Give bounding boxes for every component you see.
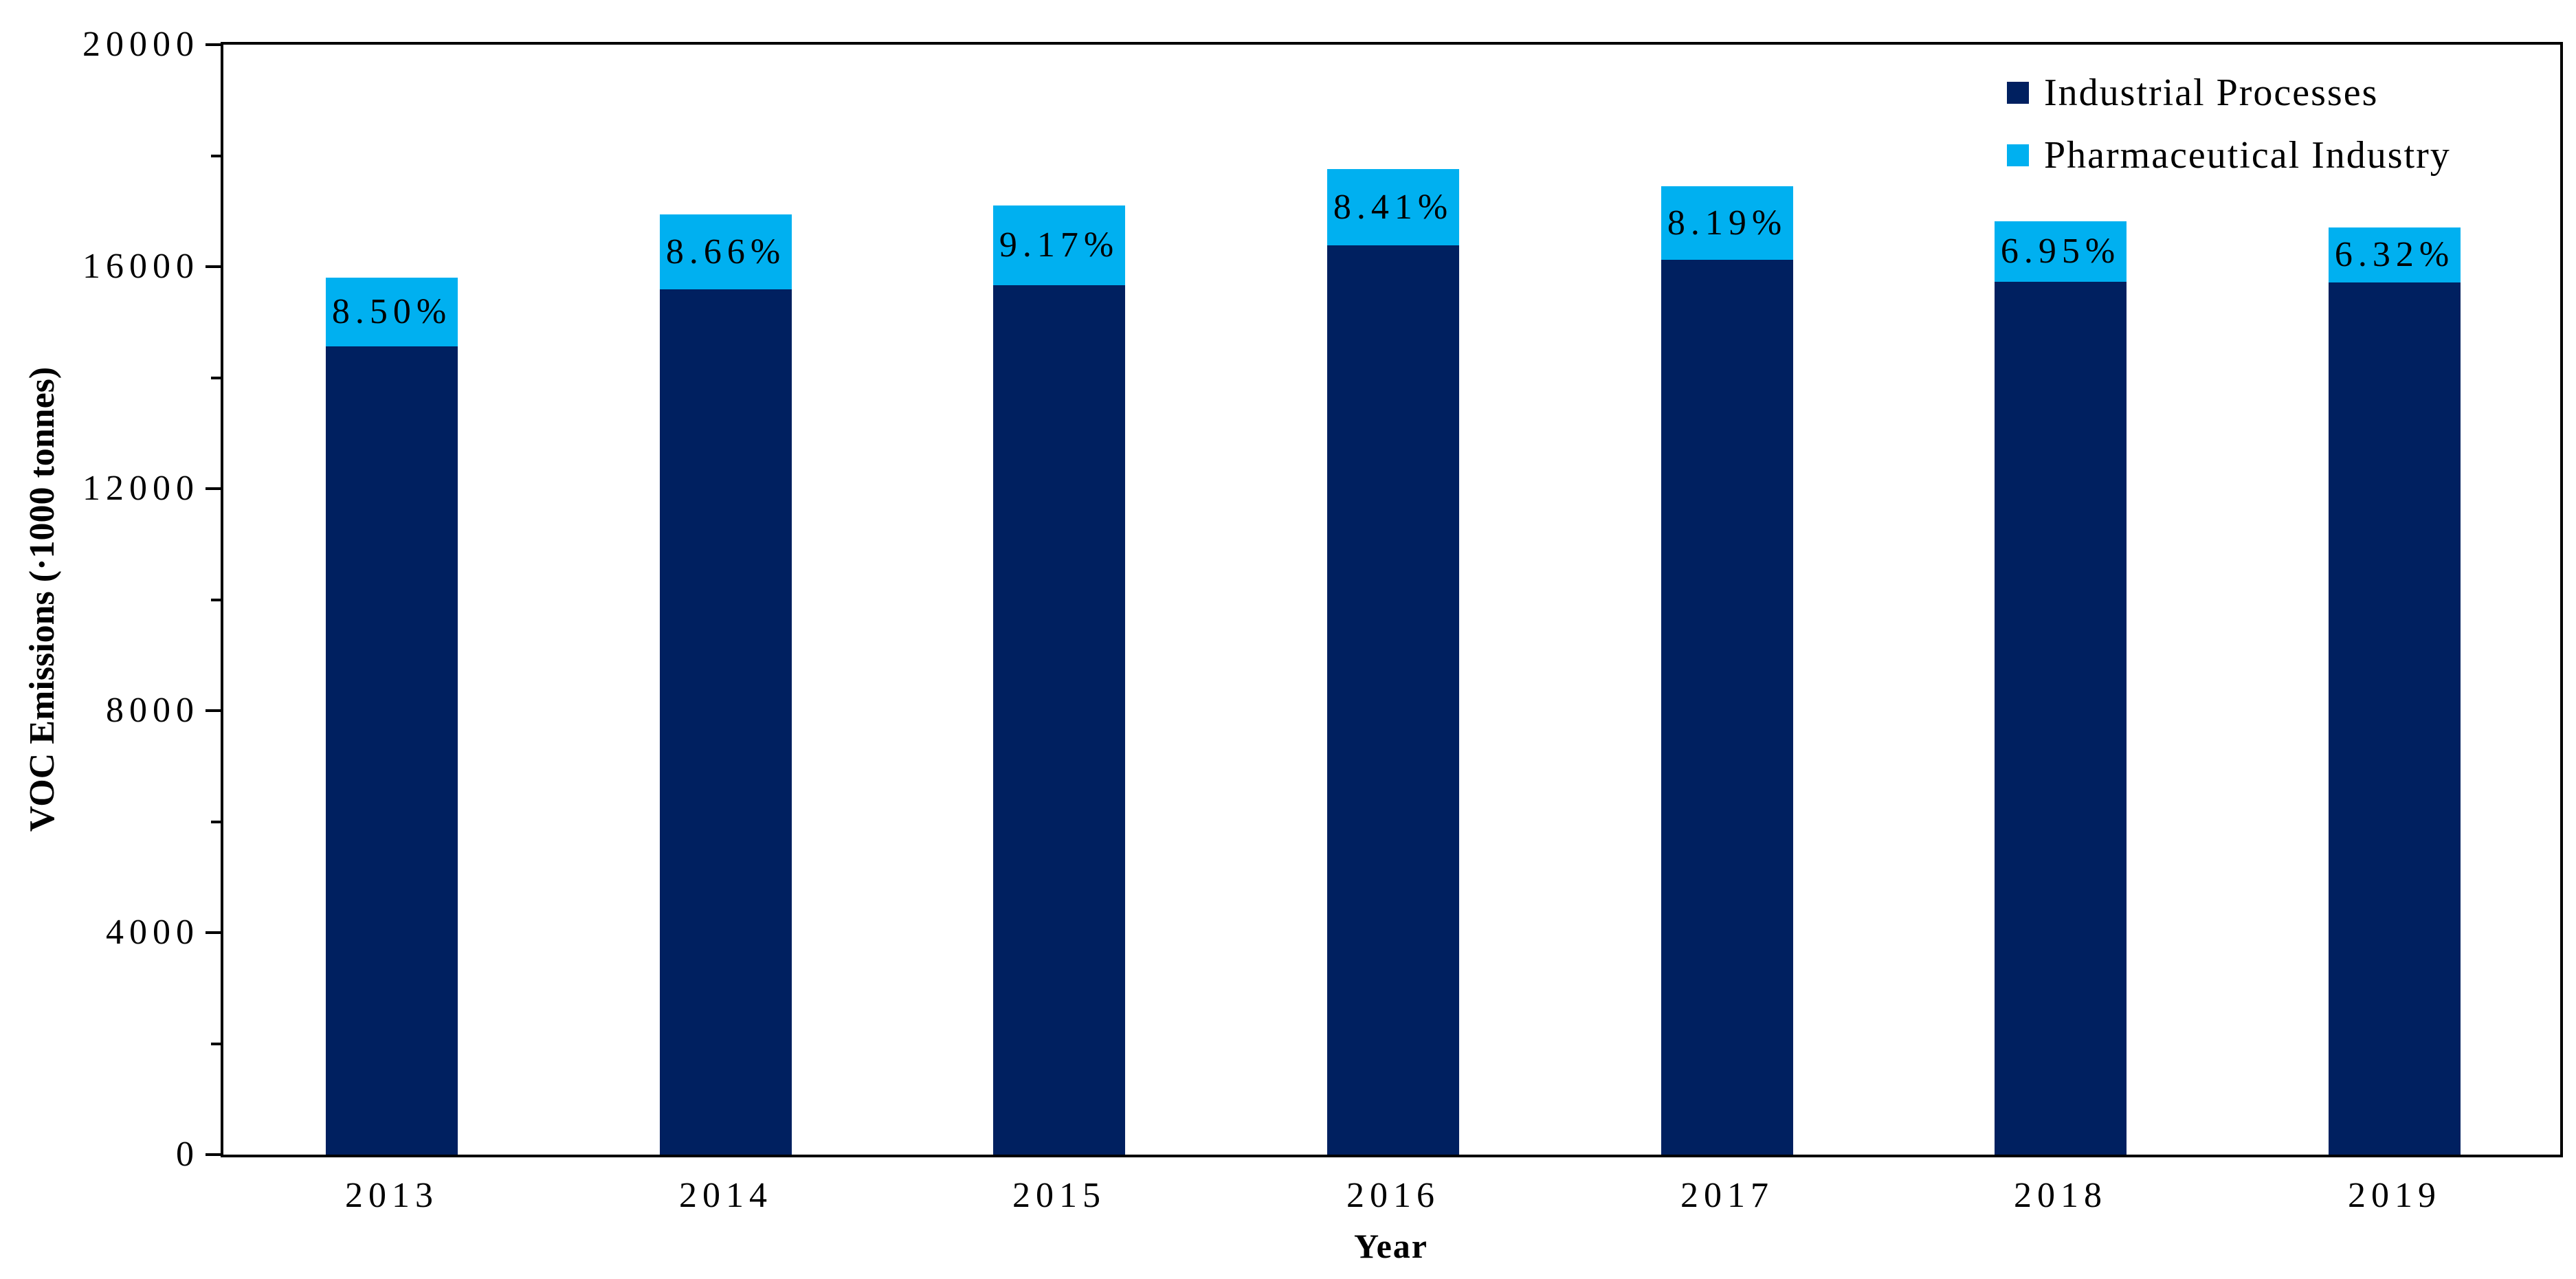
legend-swatch-pharmaceutical-industry-icon <box>2007 144 2029 166</box>
bar-label-2019-pharma-share: 6.32% <box>2334 235 2455 274</box>
x-axis-tick-label-2017: 2017 <box>1680 1176 1774 1215</box>
bar-2018-pharmaceutical-industry <box>1995 221 2127 282</box>
y-axis-tick-label: 12000 <box>82 469 199 508</box>
x-axis-tick-label-2018: 2018 <box>2014 1176 2107 1215</box>
y-axis-minor-tick <box>211 154 221 157</box>
y-axis-tick-label: 0 <box>176 1135 199 1174</box>
bar-label-2015-pharma-share: 9.17% <box>999 225 1120 265</box>
bar-2019-pharmaceutical-industry <box>2329 227 2461 282</box>
legend-item-industrial-processes: Industrial Processes <box>2007 71 2451 115</box>
legend-label-pharmaceutical-industry: Pharmaceutical Industry <box>2044 134 2451 177</box>
bar-label-2013-pharma-share: 8.50% <box>331 292 452 331</box>
bar-2015-pharmaceutical-industry <box>993 205 1125 285</box>
legend-label-industrial-processes: Industrial Processes <box>2044 71 2379 114</box>
legend: Industrial Processes Pharmaceutical Indu… <box>2007 71 2451 177</box>
bar-label-2017-pharma-share: 8.19% <box>1667 203 1788 243</box>
y-axis-title: VOC Emissions (·1000 tonnes) <box>23 366 62 832</box>
y-axis-major-tick <box>206 487 221 490</box>
y-axis-major-tick <box>206 43 221 46</box>
x-axis-tick-label-2015: 2015 <box>1012 1176 1106 1215</box>
bar-label-2016-pharma-share: 8.41% <box>1333 188 1454 227</box>
bar-2014-industrial-processes <box>660 289 792 1155</box>
y-axis-major-tick <box>206 1153 221 1156</box>
bar-2016-industrial-processes <box>1327 245 1459 1155</box>
y-axis-tick-label: 8000 <box>106 691 199 730</box>
bar-2015-industrial-processes <box>993 285 1125 1155</box>
bar-2018-industrial-processes <box>1995 282 2127 1155</box>
y-axis-minor-tick <box>211 598 221 601</box>
y-axis-tick-label: 20000 <box>82 25 199 64</box>
bar-label-2014-pharma-share: 8.66% <box>665 232 786 271</box>
y-axis-major-tick <box>206 709 221 712</box>
bar-2014-pharmaceutical-industry <box>660 214 792 289</box>
y-axis-tick-label: 4000 <box>106 913 199 952</box>
bar-2017-industrial-processes <box>1661 260 1793 1155</box>
plot-area: Industrial Processes Pharmaceutical Indu… <box>82 25 2563 1215</box>
legend-item-pharmaceutical-industry: Pharmaceutical Industry <box>2007 133 2451 177</box>
x-axis-tick-label-2013: 2013 <box>345 1176 438 1215</box>
y-axis-minor-tick <box>211 820 221 823</box>
y-axis-minor-tick <box>211 1042 221 1045</box>
bar-2013-industrial-processes <box>326 346 458 1155</box>
bar-2017-pharmaceutical-industry <box>1661 186 1793 260</box>
y-axis-major-tick <box>206 931 221 934</box>
bar-2013-pharmaceutical-industry <box>326 278 458 346</box>
y-axis-tick-label: 16000 <box>82 247 199 286</box>
bar-2019-industrial-processes <box>2329 282 2461 1155</box>
x-axis-title: Year <box>1354 1227 1428 1265</box>
bar-2016-pharmaceutical-industry <box>1327 169 1459 245</box>
y-axis-minor-tick <box>211 376 221 379</box>
y-axis-major-tick <box>206 265 221 268</box>
x-axis-tick-label-2019: 2019 <box>2348 1176 2441 1215</box>
x-axis-tick-label-2014: 2014 <box>679 1176 773 1215</box>
legend-swatch-industrial-processes-icon <box>2007 82 2029 104</box>
x-axis-tick-label-2016: 2016 <box>1346 1176 1440 1215</box>
bar-label-2018-pharma-share: 6.95% <box>2000 232 2121 271</box>
